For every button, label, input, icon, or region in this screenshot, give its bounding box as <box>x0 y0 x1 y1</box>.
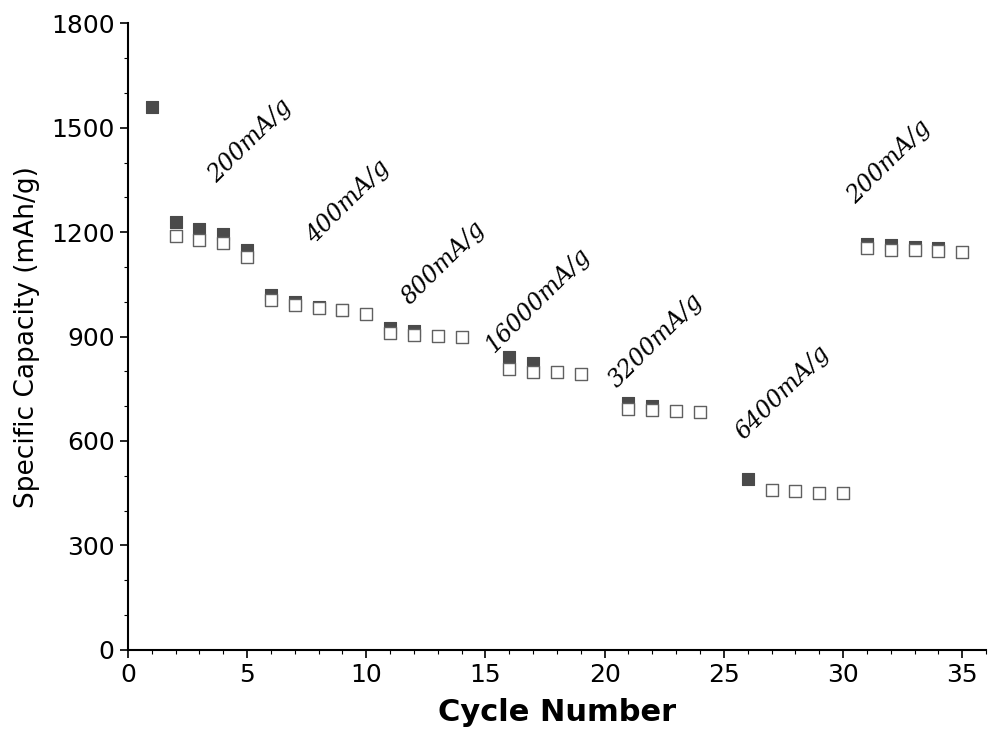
Point <box>168 230 184 242</box>
Point <box>263 289 279 301</box>
Point <box>263 294 279 306</box>
Point <box>835 488 851 499</box>
Text: 400mA/g: 400mA/g <box>302 156 394 247</box>
Point <box>930 245 946 257</box>
Point <box>191 223 207 235</box>
Text: 800mA/g: 800mA/g <box>397 216 490 309</box>
Point <box>334 305 350 316</box>
Point <box>907 245 923 256</box>
Text: 3200mA/g: 3200mA/g <box>605 290 708 392</box>
Point <box>930 242 946 253</box>
Point <box>764 484 780 496</box>
Point <box>501 362 517 374</box>
Point <box>907 241 923 253</box>
Point <box>287 296 303 308</box>
Point <box>334 305 350 316</box>
Point <box>787 485 803 497</box>
Point <box>740 473 756 485</box>
Point <box>311 301 327 313</box>
Point <box>406 325 422 337</box>
Point <box>883 239 899 251</box>
Point <box>382 328 398 339</box>
Point <box>382 322 398 334</box>
Point <box>454 330 470 342</box>
Point <box>311 302 327 314</box>
Point <box>287 299 303 310</box>
Point <box>859 239 875 250</box>
Point <box>144 101 160 113</box>
Point <box>525 356 541 368</box>
Point <box>501 351 517 363</box>
Point <box>573 368 589 379</box>
Y-axis label: Specific Capacity (mAh/g): Specific Capacity (mAh/g) <box>14 166 40 508</box>
Point <box>883 244 899 256</box>
Text: 200mA/g: 200mA/g <box>204 95 296 187</box>
Point <box>358 308 374 320</box>
Text: 16000mA/g: 16000mA/g <box>481 244 594 357</box>
Point <box>191 234 207 246</box>
Point <box>239 244 255 256</box>
Point <box>954 246 970 258</box>
Point <box>859 242 875 253</box>
Point <box>215 228 231 240</box>
Point <box>620 403 636 415</box>
X-axis label: Cycle Number: Cycle Number <box>438 698 676 727</box>
Point <box>239 250 255 262</box>
Point <box>668 405 684 417</box>
Point <box>549 367 565 379</box>
Point <box>644 405 660 416</box>
Point <box>811 488 827 499</box>
Point <box>430 330 446 342</box>
Point <box>644 400 660 412</box>
Point <box>406 329 422 341</box>
Text: 6400mA/g: 6400mA/g <box>731 342 834 445</box>
Point <box>215 237 231 249</box>
Point <box>168 216 184 227</box>
Point <box>620 396 636 408</box>
Point <box>692 407 708 419</box>
Text: 200mA/g: 200mA/g <box>843 116 935 207</box>
Point <box>525 366 541 378</box>
